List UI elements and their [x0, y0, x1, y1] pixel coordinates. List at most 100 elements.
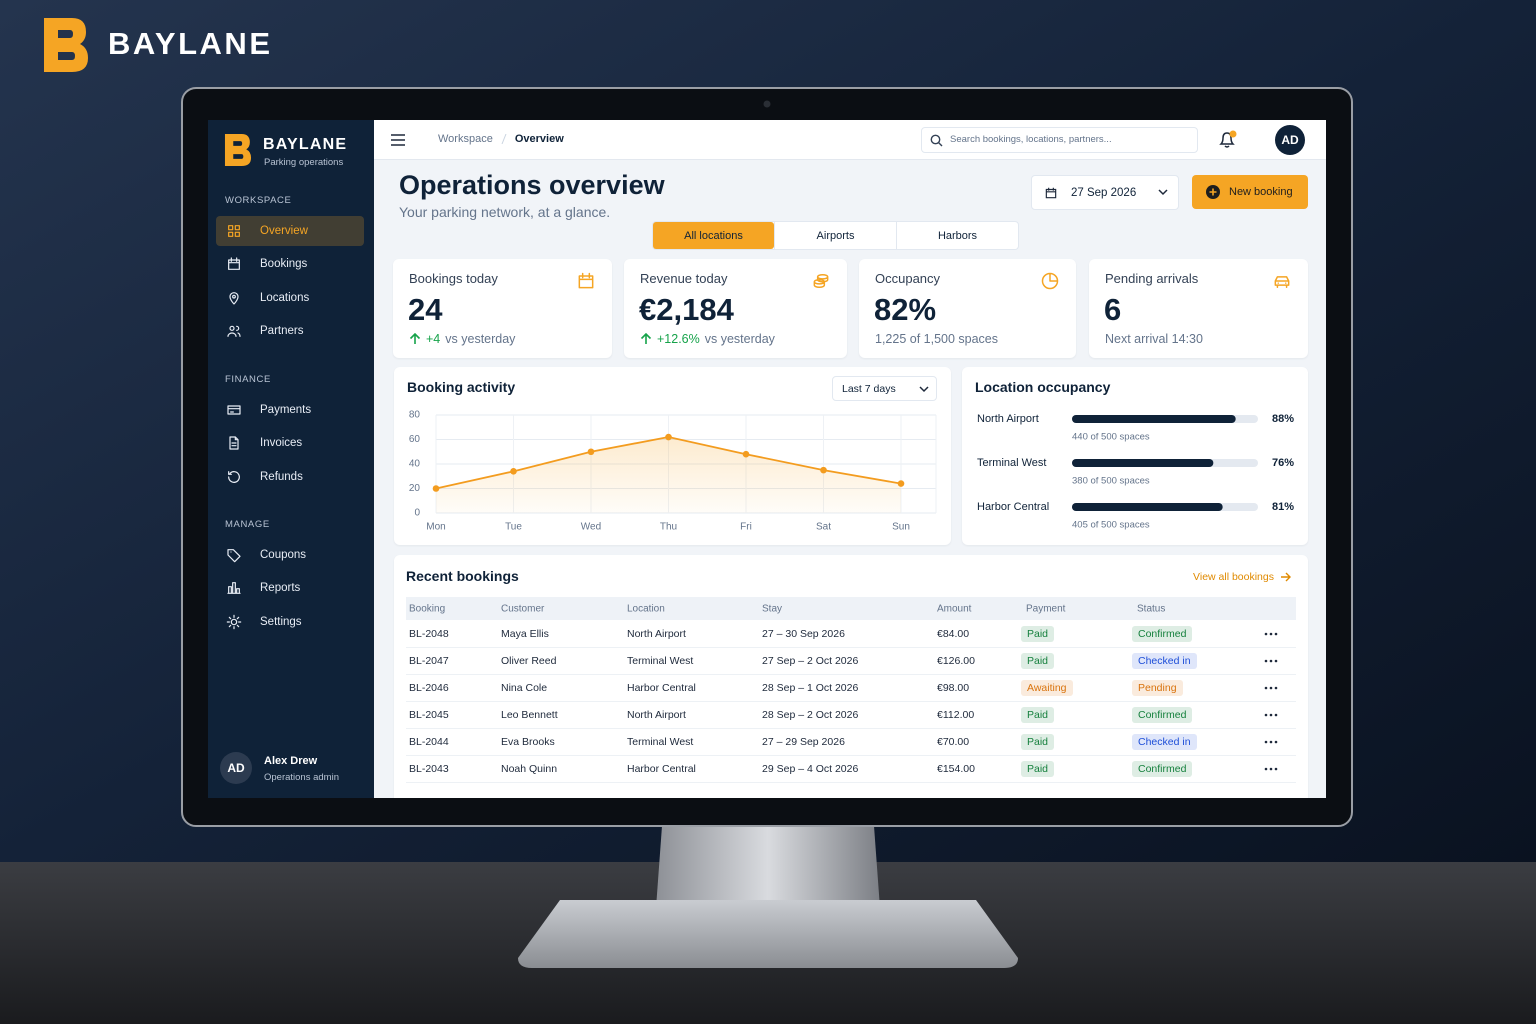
view-all-link[interactable]: View all bookings: [1193, 571, 1274, 583]
table-cell: €84.00: [937, 628, 970, 640]
dot: [1269, 713, 1273, 717]
new-booking-button[interactable]: New booking: [1192, 175, 1308, 209]
nav-label: Settings: [260, 615, 302, 628]
new-booking-label: New booking: [1229, 186, 1293, 198]
icon: [813, 274, 829, 288]
table-cell: Oliver Reed: [501, 655, 557, 667]
nav-item[interactable]: Payments: [216, 395, 364, 425]
point: [510, 468, 517, 475]
nav-label: Reports: [260, 582, 301, 595]
x-tick-label: Tue: [505, 522, 522, 533]
row-menu[interactable]: [1264, 631, 1278, 637]
user-avatar[interactable]: AD: [220, 752, 252, 784]
location-occupancy-card: Location occupancy North Airport 88% 440 o…: [962, 367, 1308, 545]
icon-shape: [227, 405, 241, 415]
column-header: Status: [1137, 603, 1166, 615]
nav-label: Payments: [260, 404, 312, 416]
area: [436, 437, 901, 513]
tab[interactable]: Harbors: [896, 222, 1018, 249]
row-divider: [406, 674, 1296, 675]
nav-item[interactable]: Overview: [216, 216, 364, 246]
payment-badge: Paid: [1021, 761, 1055, 777]
nav-item[interactable]: Invoices: [216, 428, 364, 458]
kpi-card: Bookings today 24 +4 vs yesterday: [393, 259, 612, 358]
status-badge: Pending: [1132, 680, 1183, 696]
nav-item[interactable]: Bookings: [216, 249, 364, 279]
trend-up-icon: [640, 333, 652, 344]
row-menu[interactable]: [1264, 739, 1278, 745]
column-header: Location: [627, 603, 665, 615]
column-header: Customer: [501, 603, 545, 615]
nav-section-title: MANAGE: [225, 519, 270, 530]
icon-shape: [578, 272, 594, 289]
table-cell: Confirmed: [1132, 761, 1193, 777]
icon: [228, 257, 240, 271]
date-value: 27 Sep 2026: [1071, 187, 1137, 199]
sidebar-tagline: Parking operations: [264, 157, 344, 168]
nav-item[interactable]: Settings: [216, 607, 364, 637]
menu-button[interactable]: [390, 133, 406, 147]
row-menu[interactable]: [1264, 766, 1278, 772]
payment-badge: Awaiting: [1021, 680, 1073, 696]
icon: [1274, 276, 1290, 288]
column-header: Payment: [1026, 603, 1066, 615]
kpi-card: Revenue today €2,184 +12.6% vs yesterday: [624, 259, 847, 358]
nav-item[interactable]: Locations: [216, 283, 364, 313]
search-box[interactable]: Search bookings, locations, partners...: [921, 127, 1198, 153]
location-detail: 380 of 500 spaces: [1072, 476, 1150, 487]
user-name: Alex Drew: [264, 755, 318, 767]
date-picker[interactable]: 27 Sep 2026: [1031, 175, 1179, 210]
occupancy-bars: North Airport 88% 440 of 500 spaces Termina…: [977, 413, 1294, 531]
bar: [1072, 503, 1223, 511]
kpi-value: 24: [408, 292, 443, 327]
point: [587, 448, 595, 456]
tab[interactable]: All locations: [653, 222, 774, 249]
x-tick-label: Sun: [892, 522, 910, 533]
nav-item[interactable]: Reports: [216, 573, 364, 603]
stand-neck: [656, 826, 880, 908]
sidebar-logo: [224, 134, 252, 166]
table-cell: BL-2043: [409, 763, 449, 775]
kpi-value: €2,184: [639, 292, 734, 327]
column-header: Stay: [762, 603, 783, 615]
breadcrumb-item[interactable]: Workspace: [438, 133, 493, 145]
icon: [226, 614, 242, 630]
search-icon: [930, 134, 943, 147]
row-menu[interactable]: [1264, 658, 1278, 664]
kpi-note: 1,225 of 1,500 spaces: [875, 332, 999, 346]
table-cell: BL-2048: [409, 628, 449, 640]
kpi-note: vs yesterday: [445, 332, 516, 346]
icon-shape: [813, 274, 829, 288]
column-header: Booking: [409, 603, 446, 615]
row-menu[interactable]: [1264, 685, 1278, 691]
kpi-note: Next arrival 14:30: [1105, 332, 1203, 346]
nav-item[interactable]: Refunds: [216, 462, 364, 492]
y-tick-label: 80: [409, 410, 421, 421]
table-cell: Checked in: [1132, 734, 1197, 750]
dot: [1274, 659, 1278, 663]
table-cell: Paid: [1021, 734, 1055, 750]
dot: [1264, 767, 1268, 771]
nav-label: Bookings: [260, 258, 308, 271]
dot: [1264, 659, 1268, 663]
nav-label: Partners: [260, 325, 304, 338]
user-avatar[interactable]: AD: [1275, 125, 1305, 155]
table-cell: Terminal West: [627, 736, 694, 748]
dot: [1264, 632, 1268, 636]
icon: [227, 325, 241, 338]
table-cell: Paid: [1021, 653, 1055, 669]
payment-badge: Paid: [1021, 707, 1055, 723]
table-cell: 27 – 30 Sep 2026: [762, 628, 845, 640]
row-menu[interactable]: [1264, 712, 1278, 718]
kpi-card: Occupancy 82% 1,225 of 1,500 spaces: [859, 259, 1076, 358]
nav-item[interactable]: Partners: [216, 316, 364, 346]
nav-item[interactable]: Coupons: [216, 540, 364, 570]
payment-badge: Paid: [1021, 734, 1055, 750]
tab[interactable]: Airports: [774, 222, 896, 249]
range-select[interactable]: Last 7 days: [832, 376, 937, 401]
brand-name: BAYLANE: [108, 26, 273, 61]
payment-badge: Paid: [1021, 653, 1055, 669]
y-tick-label: 20: [409, 483, 421, 494]
notifications-button[interactable]: [1217, 130, 1239, 150]
